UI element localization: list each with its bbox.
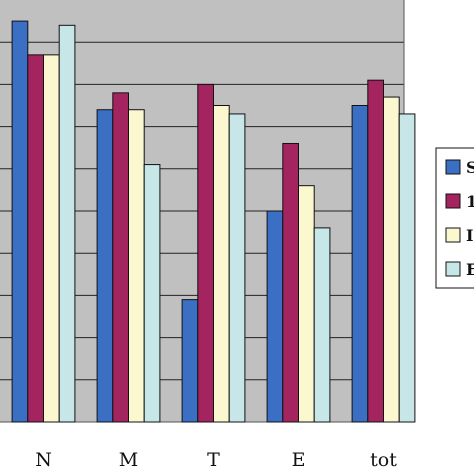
bar — [282, 142, 299, 423]
bar — [11, 20, 29, 423]
legend-label: S — [466, 158, 474, 177]
bar — [398, 113, 416, 423]
bar — [143, 164, 161, 423]
bar — [112, 92, 130, 423]
bar — [96, 109, 114, 423]
bar — [351, 105, 369, 423]
legend-swatch — [445, 159, 461, 175]
bar — [383, 96, 400, 423]
legend-label: I — [466, 226, 473, 245]
legend: S 1 IE — [435, 147, 474, 289]
bar — [128, 109, 145, 423]
bar — [298, 185, 315, 423]
x-tick-label: tot — [370, 449, 397, 471]
legend-label: E — [466, 260, 474, 279]
bar — [197, 83, 215, 423]
x-tick-label: T — [207, 449, 220, 471]
legend-swatch — [445, 227, 461, 243]
bar — [213, 105, 230, 423]
x-tick-label: N — [35, 449, 52, 471]
bar — [367, 79, 384, 423]
legend-swatch — [445, 193, 461, 209]
legend-swatch — [445, 261, 461, 277]
bar — [43, 54, 60, 423]
bar — [58, 24, 76, 423]
bar — [228, 113, 246, 423]
bar — [313, 227, 331, 423]
bars — [11, 20, 416, 423]
x-tick-label: E — [292, 449, 306, 471]
legend-label: 1 — [466, 192, 474, 211]
bar — [266, 210, 284, 423]
bar — [27, 54, 44, 423]
x-tick-label: M — [119, 449, 138, 471]
bar — [181, 299, 199, 423]
